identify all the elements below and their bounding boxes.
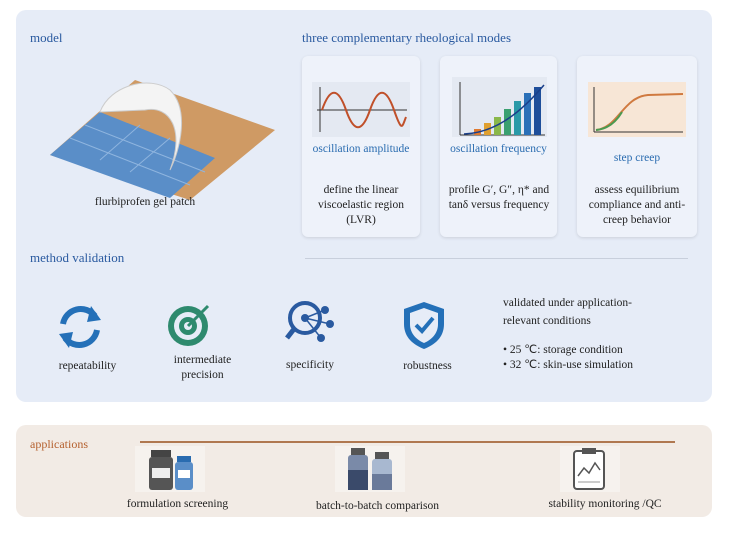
application-item: batch-to-batch comparison bbox=[316, 500, 439, 512]
application-item: formulation screening bbox=[126, 498, 229, 510]
mode-desc: assess equilibrium compliance and anti-c… bbox=[588, 184, 686, 226]
validation-item: repeatability bbox=[58, 360, 117, 372]
validation-item: specificity bbox=[286, 359, 334, 371]
amplitude-plot bbox=[312, 82, 410, 137]
robustness-icon bbox=[404, 302, 444, 349]
model-caption: flurbiprofen gel patch bbox=[94, 196, 196, 208]
applications-title: applications bbox=[30, 437, 88, 451]
creep-plot bbox=[588, 82, 686, 137]
vials-icon bbox=[135, 446, 205, 492]
repeatability-icon bbox=[59, 306, 101, 348]
bottles-icon bbox=[335, 446, 405, 492]
modes-title: three complementary rheological modes bbox=[302, 30, 512, 45]
applications-rule bbox=[140, 441, 675, 443]
specificity-icon bbox=[285, 301, 334, 342]
validation-item: intermediate precision bbox=[173, 354, 232, 381]
frequency-plot bbox=[452, 77, 547, 137]
conditions-title: validated under application-relevant con… bbox=[503, 297, 633, 327]
application-item: stability monitoring /QC bbox=[548, 498, 662, 510]
condition: • 32 ℃: skin-use simulation bbox=[503, 359, 634, 371]
mode-name: oscillation frequency bbox=[450, 143, 547, 155]
divider bbox=[305, 258, 688, 259]
validation-item: robustness bbox=[403, 360, 452, 372]
precision-icon bbox=[168, 304, 210, 346]
validation-title: method validation bbox=[30, 250, 125, 265]
model-title: model bbox=[30, 30, 63, 45]
patch-illustration bbox=[50, 80, 275, 200]
mode-name: oscillation amplitude bbox=[312, 143, 410, 155]
mode-name: step creep bbox=[613, 152, 661, 164]
clipboard-icon bbox=[560, 446, 620, 492]
condition: • 25 ℃: storage condition bbox=[503, 344, 623, 356]
mode-desc: define the linear viscoelastic region (L… bbox=[318, 184, 404, 226]
mode-desc: profile G′, G″, η* and tanδ versus frequ… bbox=[448, 184, 550, 211]
